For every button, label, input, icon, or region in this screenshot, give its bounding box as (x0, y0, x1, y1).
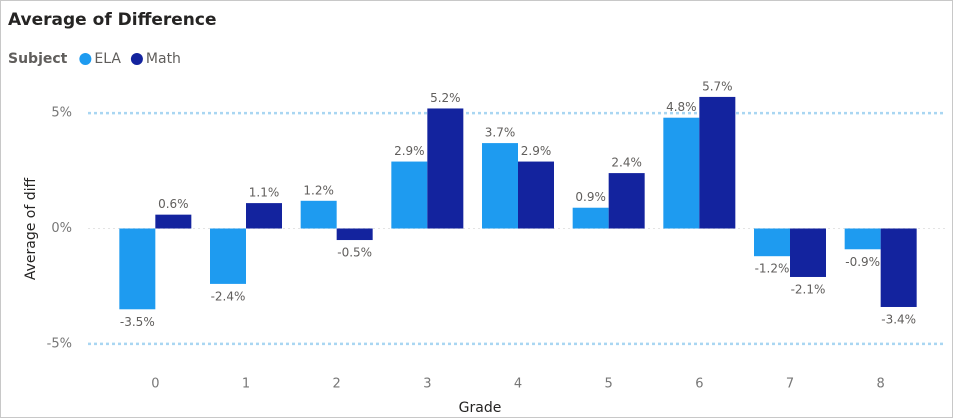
y-tick-label: 5% (51, 106, 72, 121)
value-label: 1.1% (249, 186, 280, 200)
bar (155, 214, 192, 229)
y-axis-title: Average of diff (23, 177, 39, 280)
value-label: 5.2% (430, 91, 461, 105)
x-tick-label: 8 (877, 377, 885, 392)
chart-title: Average of Difference (8, 10, 217, 30)
x-tick-label: 7 (786, 377, 794, 392)
x-tick-label: 4 (514, 377, 522, 392)
x-axis-title: Grade (459, 400, 502, 416)
y-tick-label: 0% (51, 221, 72, 236)
value-label: 0.9% (575, 190, 606, 204)
value-label: 0.6% (158, 197, 189, 211)
value-label: 4.8% (666, 100, 697, 114)
bar (427, 108, 464, 229)
value-label: 2.9% (394, 144, 425, 158)
bar (608, 173, 645, 229)
bar (119, 228, 156, 310)
bar (518, 161, 554, 229)
x-tick-label: 0 (151, 377, 159, 392)
value-label: 2.9% (521, 144, 552, 158)
bar (663, 117, 700, 229)
value-label: -0.9% (845, 255, 880, 269)
value-label: -2.1% (791, 282, 826, 296)
value-label: -1.2% (755, 262, 790, 276)
bar (754, 228, 790, 257)
legend-marker (79, 53, 92, 65)
value-label: 3.7% (485, 126, 516, 140)
bar (391, 161, 428, 229)
bar (572, 207, 609, 229)
value-label: -3.4% (881, 312, 916, 326)
value-label: 2.4% (611, 156, 642, 170)
value-label: 1.2% (303, 183, 334, 197)
bar (482, 143, 518, 229)
bar (844, 228, 881, 250)
bar (699, 96, 736, 229)
x-tick-label: 5 (605, 377, 613, 392)
bar (790, 228, 826, 277)
bar (880, 228, 917, 307)
bar (336, 228, 373, 241)
legend-title: Subject (8, 51, 68, 67)
bar (246, 203, 282, 229)
x-tick-label: 2 (333, 377, 341, 392)
bar (300, 200, 337, 229)
x-tick-label: 1 (242, 377, 250, 392)
x-tick-label: 6 (695, 377, 703, 392)
legend-label: ELA (94, 51, 121, 67)
bar (210, 228, 246, 284)
value-label: -3.5% (120, 315, 155, 329)
value-label: 5.7% (702, 79, 733, 93)
y-tick-label: -5% (47, 336, 72, 351)
x-tick-label: 3 (423, 377, 431, 392)
value-label: -2.4% (211, 289, 246, 303)
legend-marker (130, 53, 143, 65)
legend-label: Math (146, 51, 181, 67)
value-label: -0.5% (337, 246, 372, 260)
